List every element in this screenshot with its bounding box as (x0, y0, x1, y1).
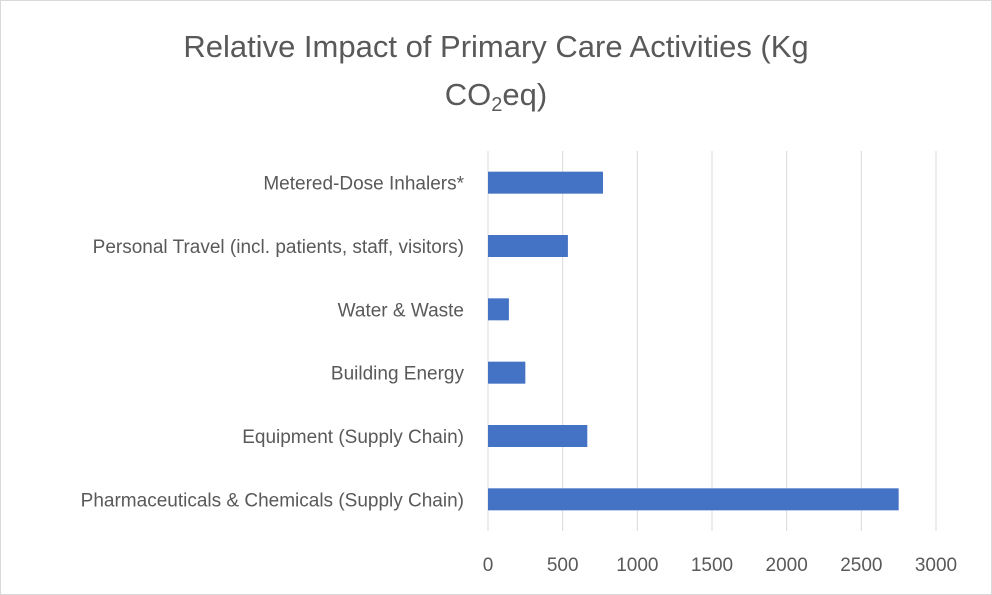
category-label: Metered-Dose Inhalers* (263, 174, 464, 195)
bar (488, 361, 526, 384)
x-tick-label: 1000 (616, 555, 658, 576)
category-label: Equipment (Supply Chain) (242, 427, 464, 448)
category-label: Pharmaceuticals & Chemicals (Supply Chai… (81, 490, 464, 511)
bar (488, 171, 603, 194)
bar (488, 425, 588, 447)
bars (488, 171, 899, 511)
category-label: Personal Travel (incl. patients, staff, … (93, 237, 464, 258)
bar (488, 298, 509, 321)
bar (488, 235, 568, 257)
x-tick-label: 2000 (766, 555, 808, 576)
category-labels: Metered-Dose Inhalers* Personal Travel (i… (81, 174, 465, 512)
chart-title-line1: Relative Impact of Primary Care Activiti… (183, 29, 809, 64)
chart-title-line2-suffix: eq) (502, 77, 548, 112)
gridlines (487, 151, 937, 531)
x-axis-tick-labels: 0 500 1000 1500 2000 2500 3000 (483, 555, 957, 576)
x-tick-label: 3000 (915, 555, 957, 576)
x-tick-label: 1500 (691, 555, 733, 576)
category-label: Water & Waste (338, 300, 464, 321)
category-label: Building Energy (331, 364, 465, 385)
chart-title: Relative Impact of Primary Care Activiti… (1, 23, 991, 119)
chart-title-subscript: 2 (491, 94, 503, 116)
x-tick-label: 500 (547, 555, 579, 576)
x-tick-label: 0 (483, 555, 494, 576)
bar (488, 488, 899, 511)
chart-title-line2-prefix: CO (444, 77, 492, 112)
x-tick-label: 2500 (840, 555, 882, 576)
